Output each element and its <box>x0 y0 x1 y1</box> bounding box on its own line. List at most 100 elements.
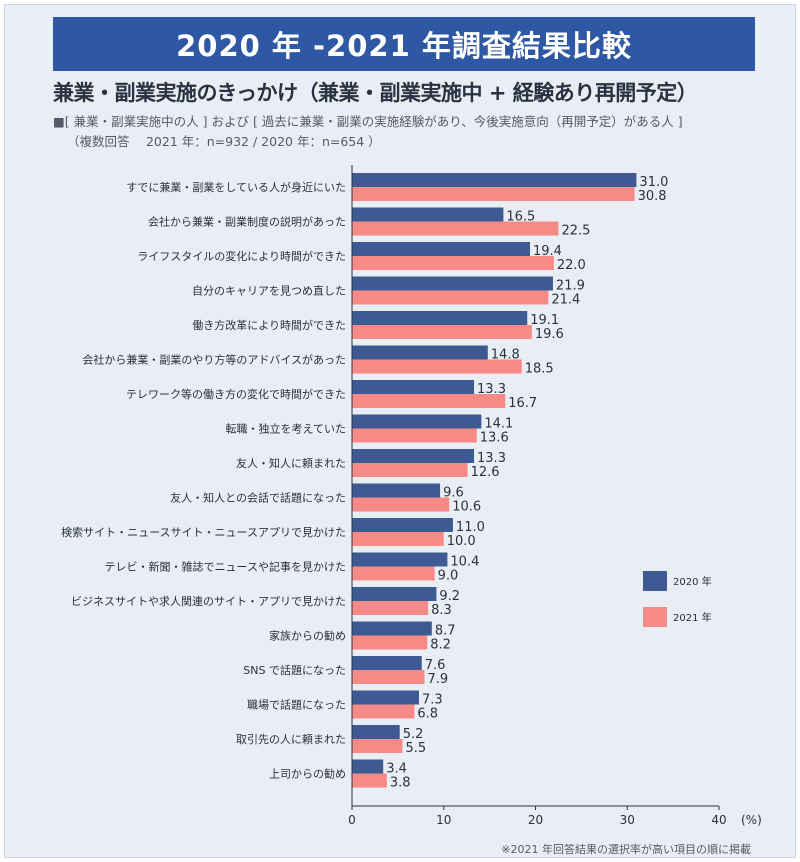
value-label-2021: 10.6 <box>452 500 481 515</box>
bar-2020 <box>352 380 475 394</box>
bar-2020 <box>352 345 488 360</box>
value-label-2021: 8.3 <box>431 603 452 618</box>
category-label: 職場で話題になった <box>247 698 346 712</box>
value-label-2020: 13.3 <box>477 451 506 466</box>
chart-subtitle: 兼業・副業実施のきっかけ（兼業・副業実施中 + 経験あり再開予定） <box>53 81 698 105</box>
category-label: テレワーク等の働き方の変化で時間ができた <box>126 387 346 401</box>
category-label: 働き方改革により時間ができた <box>192 318 346 332</box>
bar-2021 <box>352 187 635 201</box>
legend-swatch-2021 <box>643 607 667 627</box>
value-label-2020: 13.3 <box>477 382 506 397</box>
bar-2021 <box>352 290 549 305</box>
category-label: 上司からの勧め <box>269 767 346 781</box>
sample-size-note: （複数回答 2021 年：n=932 / 2020 年：n=654 ） <box>67 134 381 149</box>
category-label: 自分のキャリアを見つめ直した <box>192 284 346 298</box>
category-label: 転職・独立を考えていた <box>226 422 346 436</box>
value-label-2021: 7.9 <box>427 672 448 687</box>
bar-2020 <box>352 621 432 636</box>
category-label: ライフスタイルの変化により時間ができた <box>137 249 346 263</box>
value-label-2021: 12.6 <box>471 465 500 480</box>
x-tick-label: 30 <box>620 813 635 827</box>
value-label-2020: 9.2 <box>439 589 460 604</box>
category-label: ビジネスサイトや求人関連のサイト・アプリで見かけた <box>71 594 346 608</box>
bar-2020 <box>352 483 441 498</box>
bar-2020 <box>352 449 475 463</box>
value-label-2021: 22.5 <box>561 224 590 239</box>
x-tick-label: 0 <box>348 813 356 827</box>
bar-2021 <box>352 497 450 512</box>
category-label: 友人・知人に頼まれた <box>236 456 346 470</box>
value-label-2021: 6.8 <box>417 707 438 722</box>
bar-2020 <box>352 207 504 222</box>
chart-panel: 2020 年 -2021 年調査結果比較 兼業・副業実施のきっかけ（兼業・副業実… <box>4 4 796 858</box>
bar-2020 <box>352 414 482 429</box>
category-label: 家族からの勧め <box>269 629 346 643</box>
bar-2021 <box>352 670 425 684</box>
value-label-2020: 5.2 <box>403 727 424 742</box>
x-tick-label: 20 <box>528 813 543 827</box>
value-label-2020: 16.5 <box>506 210 535 225</box>
bar-2020 <box>352 656 422 670</box>
value-label-2021: 5.5 <box>405 741 426 756</box>
value-label-2020: 3.4 <box>386 762 407 777</box>
value-label-2021: 21.4 <box>551 293 580 308</box>
category-label: 検索サイト・ニュースサイト・ニュースアプリで見かけた <box>61 525 346 539</box>
bar-2020 <box>352 725 400 739</box>
bar-2021 <box>352 566 435 581</box>
value-label-2021: 3.8 <box>390 776 411 791</box>
value-label-2020: 19.4 <box>533 244 562 259</box>
bar-2021 <box>352 428 477 443</box>
x-unit-label: (%) <box>741 813 762 827</box>
bar-2020 <box>352 518 453 532</box>
value-label-2021: 30.8 <box>638 189 667 204</box>
value-label-2020: 9.6 <box>443 486 464 501</box>
legend-label-2020: 2020 年 <box>673 575 712 588</box>
value-label-2020: 8.7 <box>435 624 456 639</box>
category-label: 友人・知人との会話で話題になった <box>170 491 346 505</box>
value-label-2020: 7.6 <box>425 658 446 673</box>
category-label: テレビ・新聞・雑誌でニュースや記事を見かけた <box>105 560 346 574</box>
value-label-2020: 19.1 <box>530 313 559 328</box>
legend-label-2021: 2021 年 <box>673 611 712 624</box>
bar-2020 <box>352 276 553 291</box>
category-label: 会社から兼業・副業のやり方等のアドバイスがあった <box>82 353 346 367</box>
value-label-2021: 8.2 <box>430 638 451 653</box>
x-tick-label: 40 <box>711 813 726 827</box>
bar-2021 <box>352 256 554 270</box>
value-label-2020: 31.0 <box>639 175 668 190</box>
sample-note: ■[ 兼業・副業実施中の人 ] および [ 過去に兼業・副業の実施経験があり、今… <box>53 114 683 129</box>
value-label-2021: 19.6 <box>535 327 564 342</box>
bar-2020 <box>352 552 448 567</box>
value-label-2020: 21.9 <box>556 279 585 294</box>
bar-chart: すでに兼業・副業をしている人が身近にいた 31.030.8 会社から兼業・副業制度の… <box>61 165 762 827</box>
bar-2021 <box>352 359 522 374</box>
bar-2021 <box>352 739 403 753</box>
bar-2021 <box>352 532 444 546</box>
bar-2021 <box>352 704 415 719</box>
value-label-2020: 14.8 <box>491 348 520 363</box>
value-label-2021: 10.0 <box>447 534 476 549</box>
value-label-2020: 11.0 <box>456 520 485 535</box>
bar-2020 <box>352 587 437 601</box>
value-label-2020: 7.3 <box>422 693 443 708</box>
category-label: SNS で話題になった <box>243 663 346 677</box>
category-label: 取引先の人に頼まれた <box>236 732 346 746</box>
category-label: すでに兼業・副業をしている人が身近にいた <box>126 180 346 194</box>
page-title: 2020 年 -2021 年調査結果比較 <box>53 17 755 71</box>
x-tick-label: 10 <box>436 813 451 827</box>
category-label: 会社から兼業・副業制度の説明があった <box>148 215 346 229</box>
bar-2020 <box>352 242 530 256</box>
value-label-2021: 16.7 <box>508 396 537 411</box>
bar-2020 <box>352 311 528 325</box>
bar-2020 <box>352 690 419 705</box>
bar-2021 <box>352 221 559 236</box>
bar-2020 <box>352 759 384 774</box>
value-label-2021: 22.0 <box>557 258 586 273</box>
bar-2021 <box>352 635 428 650</box>
footnote: ※2021 年回答結果の選択率が高い項目の順に掲載 <box>501 843 751 856</box>
value-label-2021: 18.5 <box>525 362 554 377</box>
bar-2021 <box>352 773 387 788</box>
value-label-2021: 9.0 <box>438 569 459 584</box>
value-label-2021: 13.6 <box>480 431 509 446</box>
value-label-2020: 10.4 <box>450 555 479 570</box>
